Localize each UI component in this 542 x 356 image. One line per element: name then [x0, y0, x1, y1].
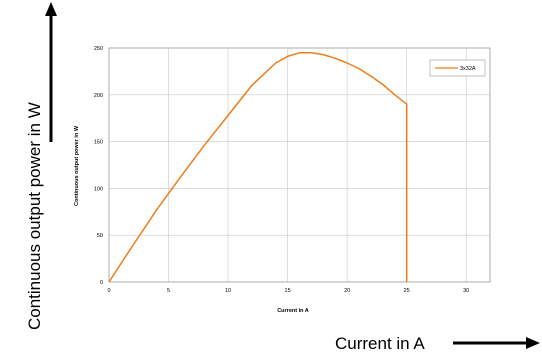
- x-tick-label: 30: [463, 288, 469, 294]
- y-tick-label: 100: [94, 186, 103, 192]
- outer-x-label: Current in A: [335, 334, 425, 353]
- y-tick-label: 200: [94, 93, 103, 99]
- outer-y-label: Continuous output power in W: [25, 102, 44, 330]
- legend-entry: 3x32A: [460, 66, 476, 72]
- y-tick-label: 250: [94, 46, 103, 52]
- x-tick-label: 25: [404, 288, 410, 294]
- x-tick-labels: 0 5 10 15 20 25 30: [107, 288, 469, 294]
- series-line: [108, 51, 408, 283]
- x-tick-label: 10: [225, 288, 231, 294]
- x-tick-label: 0: [107, 288, 110, 294]
- plot-frame: [108, 47, 491, 283]
- legend: 3x32A: [429, 59, 486, 77]
- y-tick-label: 50: [97, 233, 103, 239]
- x-arrowhead-icon: [526, 337, 540, 349]
- plot-area: 0 5 10 15 20 25 30 0 50 100 150 200 250: [94, 46, 491, 294]
- y-arrowhead-icon: [45, 2, 57, 16]
- y-tick-labels: 0 50 100 150 200 250: [94, 46, 103, 286]
- grid-lines: [109, 48, 490, 282]
- y-tick-label: 150: [94, 140, 103, 146]
- x-axis-label: Current in A: [277, 308, 309, 314]
- y-axis-label: Continuous output power in W: [74, 125, 80, 206]
- y-tick-label: 0: [100, 280, 103, 286]
- x-tick-label: 5: [167, 288, 170, 294]
- x-tick-label: 20: [344, 288, 350, 294]
- x-tick-label: 15: [285, 288, 291, 294]
